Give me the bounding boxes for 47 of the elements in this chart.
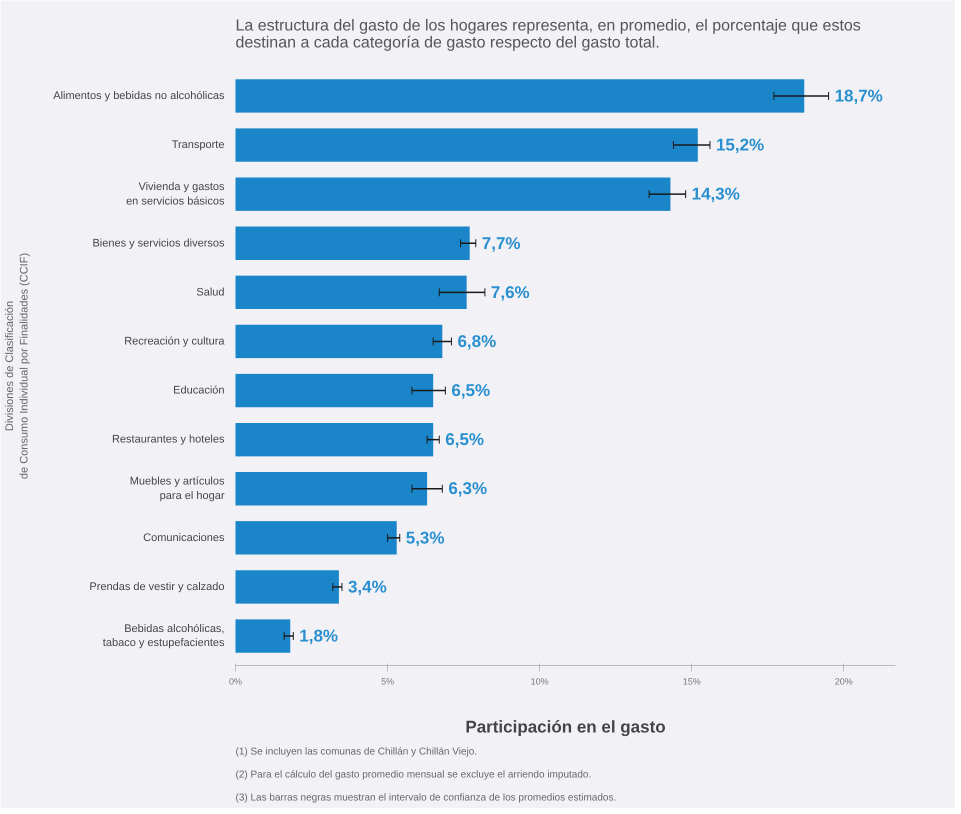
data-label: 1,8% <box>299 626 338 646</box>
x-tick-label: 20% <box>834 676 853 686</box>
data-label: 7,6% <box>490 282 530 302</box>
data-label: 18,7% <box>834 86 883 106</box>
bar <box>236 374 434 408</box>
y-axis-title: Divisiones de Clasificación de Consumo Individual por Finalidades (CCIF) <box>4 252 30 480</box>
y-tick-label: Prendas de vestir y calzado <box>89 580 225 593</box>
chart-title: La estructura del gasto de los hogares representa, en promedio, el porcentaje que estos destinan a cada categoría de gasto respecto del gasto total. <box>236 18 861 52</box>
data-label: 7,7% <box>482 234 521 253</box>
text: (1) Se incluyen las comunas de Chillán y Chillán Viejo. <box>236 746 478 758</box>
y-tick-label: Muebles y artículos para el hogar <box>130 476 225 502</box>
y-tick-label: Bienes y servicios diversos <box>92 237 225 250</box>
bar <box>236 422 434 456</box>
x-tick-label: 15% <box>682 676 701 686</box>
x-tick-label: 0% <box>228 676 242 686</box>
text: (3) Las barras negras muestran el intervalo de confianza de los promedios estimados. <box>236 792 616 804</box>
bar <box>236 521 397 555</box>
y-tick-label: Vivienda y gastos en servicios básicos <box>126 180 225 208</box>
x-tick-label: 5% <box>381 676 394 686</box>
y-tick-label: Educación <box>173 384 225 397</box>
data-label: 6,8% <box>457 332 496 351</box>
y-tick-label: Bebidas alcohólicas, tabaco y estupefacientes <box>102 622 225 650</box>
bar <box>236 276 467 310</box>
data-label: 14,3% <box>692 184 740 204</box>
x-tick-label: 10% <box>530 676 549 686</box>
text: (2) Para el cálculo del gasto promedio mensual se excluye el arriendo imputado. <box>236 770 592 780</box>
bar <box>236 79 804 113</box>
data-label: 5,3% <box>406 528 444 548</box>
data-label: 6,5% <box>451 381 490 400</box>
data-label: 6,5% <box>445 430 484 450</box>
x-axis-title: Participación en el gasto <box>465 718 666 736</box>
y-tick-label: Comunicaciones <box>143 532 225 544</box>
y-tick-label: Salud <box>196 286 225 298</box>
bar <box>236 177 670 211</box>
y-tick-label: Restaurantes y hoteles <box>112 434 225 446</box>
y-tick-label: Alimentos y bebidas no alcohólicas <box>53 90 225 102</box>
bar <box>236 472 428 506</box>
bar <box>236 570 339 604</box>
bar <box>236 128 698 162</box>
bar <box>236 226 470 260</box>
data-label: 3,4% <box>348 577 387 596</box>
bar <box>236 619 290 653</box>
data-label: 15,2% <box>716 136 764 155</box>
data-label: 6,3% <box>448 479 488 498</box>
bar <box>236 324 442 358</box>
y-tick-label: Recreación y cultura <box>124 335 226 348</box>
y-tick-label: Transporte <box>172 139 225 152</box>
